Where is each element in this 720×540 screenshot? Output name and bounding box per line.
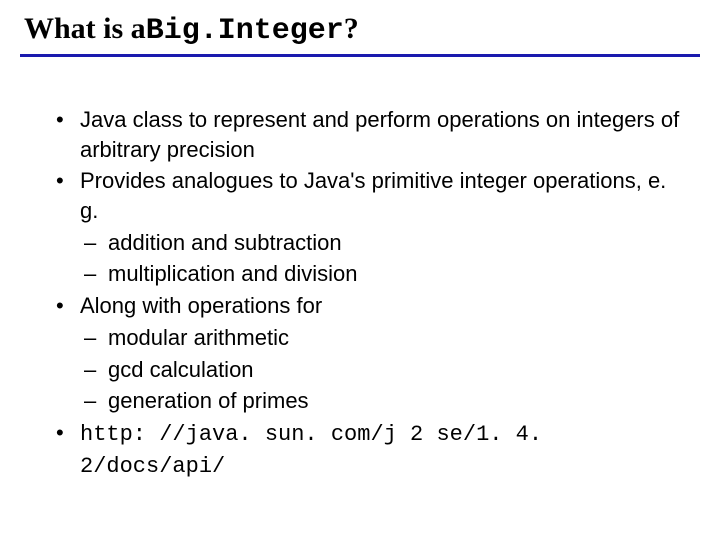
slide-title: What is a Big.Integer ?	[20, 12, 700, 48]
bullet-text: Provides analogues to Java's primitive i…	[80, 168, 666, 223]
title-underline	[20, 54, 700, 57]
sub-list: modular arithmetic gcd calculation gener…	[80, 323, 680, 416]
slide-content: Java class to represent and perform oper…	[20, 105, 700, 481]
bullet-text: Along with operations for	[80, 293, 322, 318]
title-code: Big.Integer	[146, 14, 344, 48]
title-prefix: What is a	[24, 12, 146, 46]
sub-list-item: multiplication and division	[80, 259, 680, 289]
bullet-text: Java class to represent and perform oper…	[80, 107, 679, 162]
title-suffix: ?	[344, 12, 359, 46]
sub-bullet-text: gcd calculation	[108, 357, 254, 382]
list-item: Provides analogues to Java's primitive i…	[52, 166, 680, 289]
list-item: http: //java. sun. com/j 2 se/1. 4. 2/do…	[52, 418, 680, 481]
list-item: Java class to represent and perform oper…	[52, 105, 680, 164]
sub-bullet-text: addition and subtraction	[108, 230, 342, 255]
sub-list-item: addition and subtraction	[80, 228, 680, 258]
slide: What is a Big.Integer ? Java class to re…	[0, 0, 720, 540]
bullet-text-url: http: //java. sun. com/j 2 se/1. 4. 2/do…	[80, 422, 542, 479]
list-item: Along with operations for modular arithm…	[52, 291, 680, 416]
sub-list-item: generation of primes	[80, 386, 680, 416]
sub-list-item: modular arithmetic	[80, 323, 680, 353]
sub-list: addition and subtraction multiplication …	[80, 228, 680, 289]
sub-bullet-text: generation of primes	[108, 388, 309, 413]
bullet-list: Java class to represent and perform oper…	[52, 105, 680, 481]
sub-list-item: gcd calculation	[80, 355, 680, 385]
sub-bullet-text: multiplication and division	[108, 261, 357, 286]
sub-bullet-text: modular arithmetic	[108, 325, 289, 350]
